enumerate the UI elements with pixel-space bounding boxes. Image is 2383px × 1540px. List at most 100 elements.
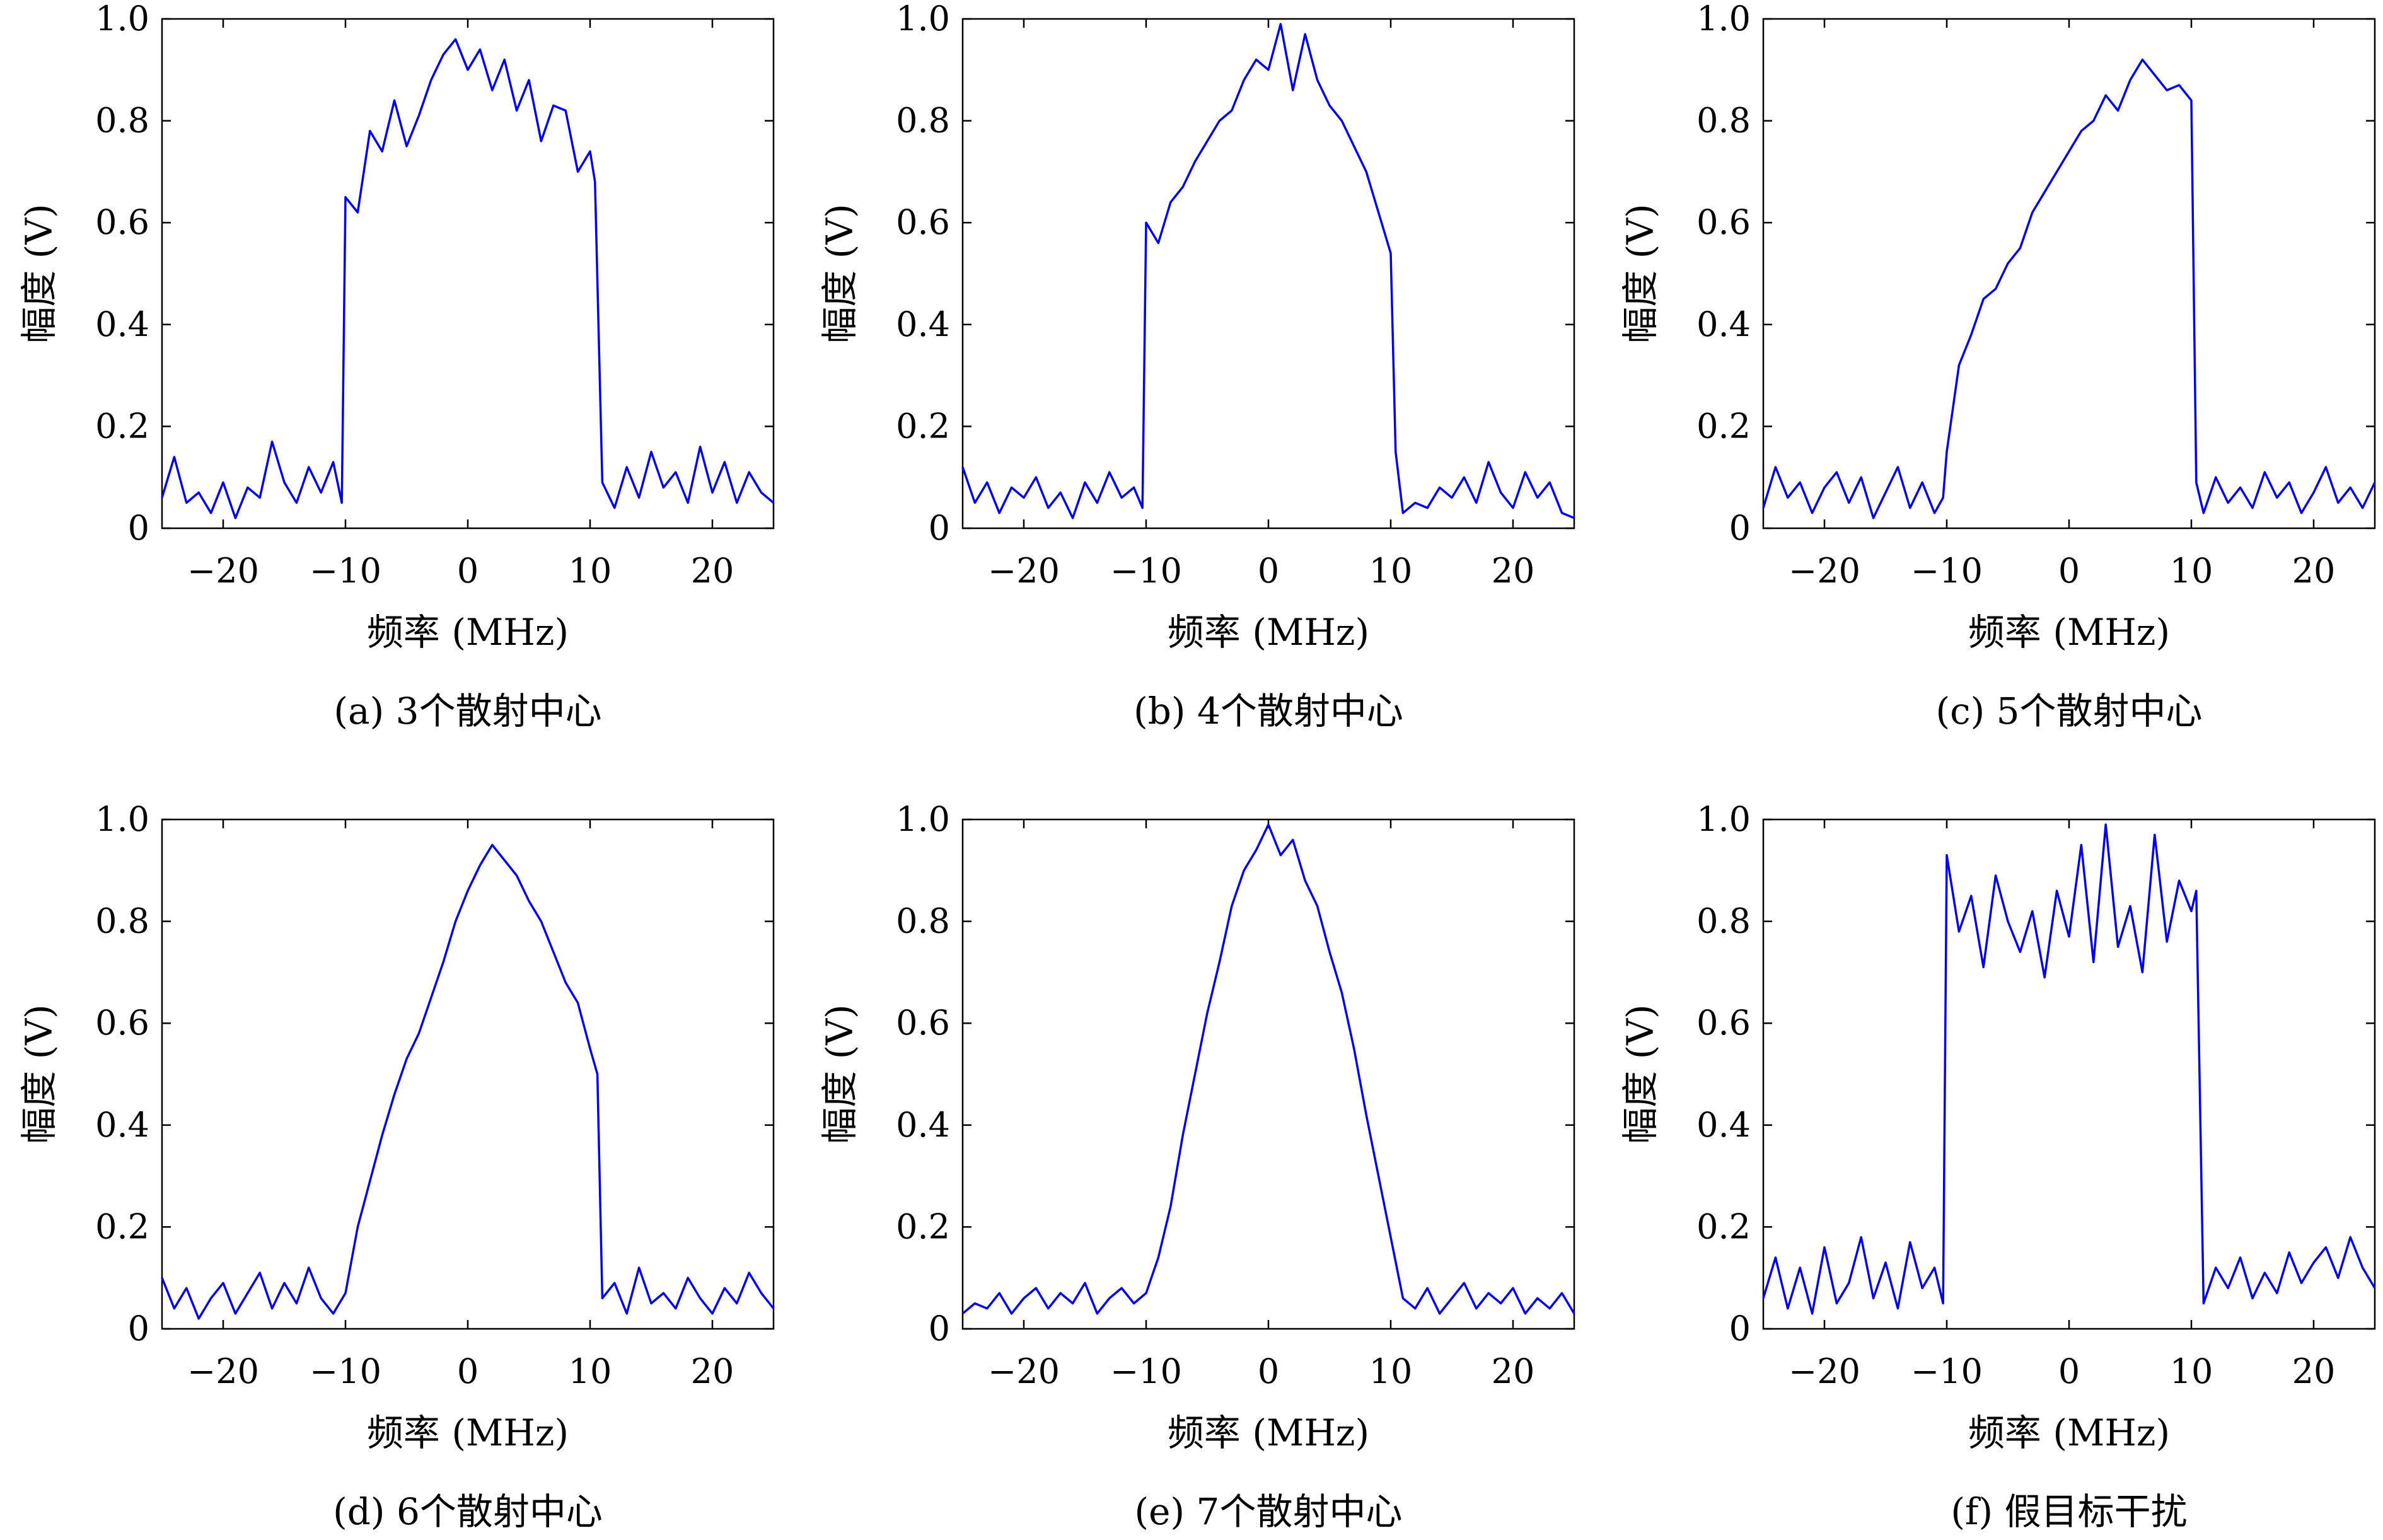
- y-tick-label: 0: [929, 1309, 950, 1348]
- y-tick-label: 0.6: [896, 202, 950, 242]
- x-tick-label: 0: [1258, 551, 1279, 591]
- x-tick-label: −20: [988, 1352, 1060, 1391]
- plot-frame: [961, 18, 1575, 530]
- chart-panel: −20 −10 0 10 20 0 0.2 0.4 0.6 0.8 1.0 频率 (MHz) 幅度 (V…: [1619, 0, 2376, 732]
- amplitude-series-line: [161, 843, 775, 1320]
- y-tick-label: 0.8: [95, 101, 149, 141]
- chart-panel: −20 −10 0 10 20 0 0.2 0.4 0.6 0.8 1.0 频率 (MHz) 幅度 (V…: [818, 0, 1575, 732]
- chart-panel: −20 −10 0 10 20 0 0.2 0.4 0.6 0.8 1.0 频率 (MHz) 幅度 (V…: [18, 799, 775, 1533]
- y-tick-label: 0.8: [896, 901, 950, 941]
- plot-frame: [161, 18, 775, 530]
- x-tick-label: 0: [1258, 1352, 1279, 1391]
- y-tick-label: 0.4: [1696, 1105, 1751, 1145]
- y-tick-label: 0.2: [896, 406, 950, 446]
- panel-caption: (e) 7个散射中心: [1135, 1490, 1403, 1533]
- x-tick-label: 0: [457, 1352, 478, 1391]
- x-tick-label: 10: [569, 1352, 612, 1391]
- x-tick-label: −20: [1789, 1352, 1860, 1391]
- x-tick-label: −20: [1789, 551, 1860, 591]
- x-tick-label: −20: [187, 1352, 259, 1391]
- x-tick-label: 0: [2058, 1352, 2080, 1391]
- x-tick-label: −10: [310, 1352, 381, 1391]
- y-tick-label: 0.4: [95, 1105, 149, 1145]
- x-tick-label: −20: [187, 551, 259, 591]
- y-tick-label: 0.6: [1696, 202, 1751, 242]
- y-tick-label: 0.4: [95, 304, 149, 344]
- y-tick-label: 0.8: [95, 901, 149, 941]
- x-tick-label: 20: [2292, 1352, 2336, 1391]
- y-tick-label: 0.8: [1696, 901, 1751, 941]
- y-axis-label: 幅度 (V): [18, 1004, 61, 1144]
- y-tick-label: 0: [929, 508, 950, 548]
- x-tick-label: −10: [310, 551, 381, 591]
- y-tick-label: 0: [1729, 1309, 1751, 1348]
- x-tick-label: 20: [691, 551, 734, 591]
- x-tick-label: 10: [2170, 1352, 2213, 1391]
- y-tick-label: 0.2: [896, 1207, 950, 1246]
- y-tick-label: 0.6: [95, 1003, 149, 1043]
- x-tick-label: 10: [1369, 1352, 1413, 1391]
- x-tick-label: −10: [1110, 1352, 1182, 1391]
- y-tick-label: 1.0: [95, 0, 149, 38]
- panel-caption: (b) 4个散射中心: [1134, 690, 1403, 732]
- y-tick-label: 0.2: [95, 1207, 149, 1246]
- y-tick-label: 0.2: [95, 406, 149, 446]
- chart-panel: −20 −10 0 10 20 0 0.2 0.4 0.6 0.8 1.0 频率 (MHz) 幅度 (V…: [18, 0, 775, 732]
- y-axis-label: 幅度 (V): [818, 1004, 861, 1144]
- y-tick-label: 1.0: [896, 799, 950, 839]
- y-tick-label: 0: [1729, 508, 1751, 548]
- chart-panel: −20 −10 0 10 20 0 0.2 0.4 0.6 0.8 1.0 频率 (MHz) 幅度 (V…: [818, 799, 1575, 1533]
- x-axis-label: 频率 (MHz): [1168, 611, 1369, 654]
- x-axis-label: 频率 (MHz): [1168, 1411, 1369, 1454]
- chart-panel: −20 −10 0 10 20 0 0.2 0.4 0.6 0.8 1.0 频率 (MHz) 幅度 (V…: [1619, 799, 2376, 1533]
- panel-caption: (a) 3个散射中心: [333, 690, 601, 732]
- amplitude-series-line: [961, 23, 1575, 519]
- x-axis-label: 频率 (MHz): [367, 1411, 569, 1454]
- plot-frame: [961, 818, 1575, 1330]
- y-tick-label: 0.4: [896, 1105, 950, 1145]
- panel-caption: (d) 6个散射中心: [333, 1490, 603, 1533]
- y-tick-label: 0.4: [1696, 304, 1751, 344]
- y-tick-label: 0.4: [896, 304, 950, 344]
- x-tick-label: 20: [2292, 551, 2336, 591]
- y-tick-label: 1.0: [1696, 0, 1751, 38]
- x-tick-label: 20: [1492, 1352, 1535, 1391]
- y-axis-label: 幅度 (V): [18, 204, 61, 344]
- y-tick-label: 0.2: [1696, 1207, 1751, 1246]
- x-tick-label: 0: [2058, 551, 2080, 591]
- x-axis-label: 频率 (MHz): [367, 611, 569, 654]
- y-tick-label: 0.6: [896, 1003, 950, 1043]
- y-axis-label: 幅度 (V): [1619, 1004, 1662, 1144]
- x-tick-label: −10: [1110, 551, 1182, 591]
- y-tick-label: 0: [128, 1309, 149, 1348]
- panel-caption: (c) 5个散射中心: [1935, 690, 2202, 732]
- x-axis-label: 频率 (MHz): [1968, 1411, 2170, 1454]
- x-axis-label: 频率 (MHz): [1968, 611, 2170, 654]
- panel-caption: (f) 假目标干扰: [1951, 1490, 2187, 1533]
- x-tick-label: 10: [2170, 551, 2213, 591]
- amplitude-series-line: [1762, 58, 2376, 519]
- x-tick-label: 20: [691, 1352, 734, 1391]
- y-tick-label: 0.2: [1696, 406, 1751, 446]
- amplitude-series-line: [1762, 823, 2376, 1315]
- x-tick-label: −10: [1911, 1352, 1983, 1391]
- y-tick-label: 0.8: [896, 101, 950, 141]
- x-tick-label: 10: [1369, 551, 1413, 591]
- chart-panels: −20 −10 0 10 20 0 0.2 0.4 0.6 0.8 1.0 频率 (MHz) 幅度 (V…: [18, 0, 2376, 1533]
- plot-frame: [1762, 818, 2376, 1330]
- y-tick-label: 0: [128, 508, 149, 548]
- y-tick-label: 0.6: [1696, 1003, 1751, 1043]
- y-axis-label: 幅度 (V): [818, 204, 861, 344]
- x-tick-label: −20: [988, 551, 1060, 591]
- x-tick-label: 20: [1492, 551, 1535, 591]
- y-tick-label: 1.0: [95, 799, 149, 839]
- y-tick-label: 1.0: [896, 0, 950, 38]
- y-axis-label: 幅度 (V): [1619, 204, 1662, 344]
- plot-frame: [1762, 18, 2376, 530]
- plot-frame: [161, 818, 775, 1330]
- y-tick-label: 1.0: [1696, 799, 1751, 839]
- y-tick-label: 0.6: [95, 202, 149, 242]
- x-tick-label: 0: [457, 551, 478, 591]
- amplitude-series-line: [161, 38, 775, 519]
